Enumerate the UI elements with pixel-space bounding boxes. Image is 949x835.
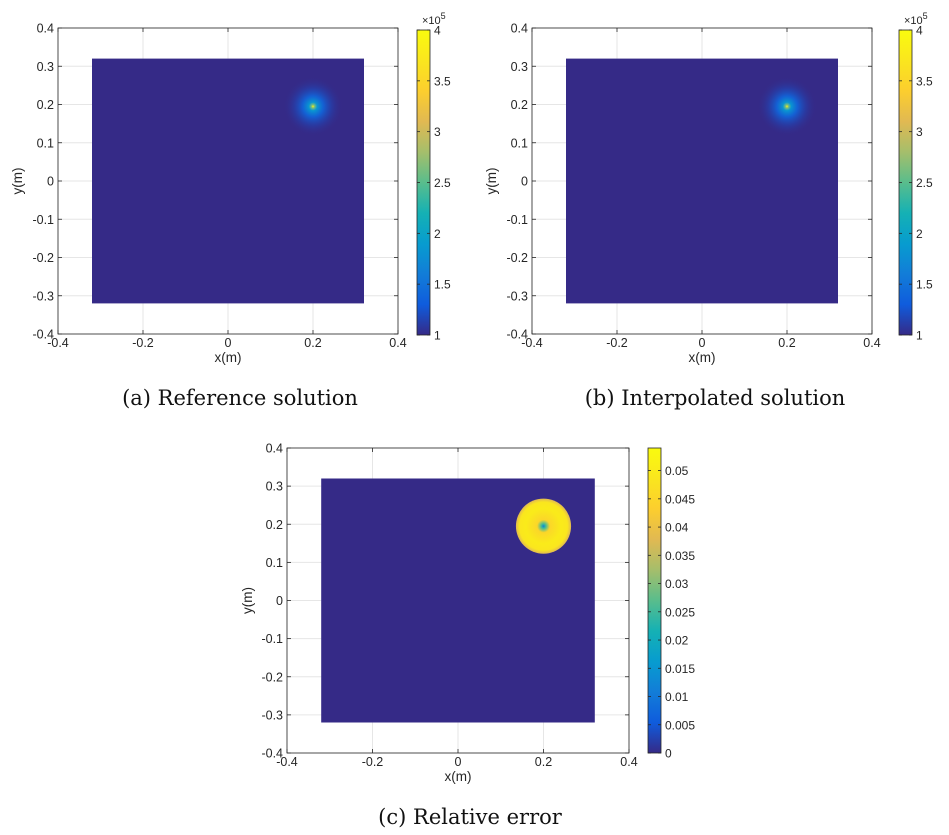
y-tick-label: 0.2 [266, 518, 283, 532]
colorbar-tick-label: 1 [916, 329, 923, 343]
y-tick-label: 0.4 [37, 22, 54, 36]
x-tick-label: -0.2 [132, 336, 154, 350]
x-tick-label: -0.4 [521, 336, 543, 350]
y-axis-label: y(m) [240, 587, 255, 614]
colorbar-tick-label: 1.5 [916, 278, 933, 292]
y-tick-label: -0.3 [506, 289, 528, 303]
caption-tag: (b) [584, 386, 615, 410]
caption-text: Reference solution [157, 386, 358, 410]
y-tick-label: 0 [276, 594, 283, 608]
x-tick-label: 0.2 [535, 755, 552, 769]
colorbar-tick-label: 1.5 [434, 278, 451, 292]
x-axis-label: x(m) [689, 350, 716, 365]
y-tick-label: -0.4 [261, 747, 283, 761]
caption-c: (c) Relative error [290, 805, 650, 829]
y-tick-label: 0.2 [511, 98, 528, 112]
caption-text: Relative error [413, 805, 562, 829]
colorbar-tick-label: 2.5 [434, 176, 451, 190]
y-tick-label: -0.1 [32, 213, 54, 227]
caption-a: (a) Reference solution [60, 386, 420, 410]
colorbar-tick-label: 3.5 [916, 74, 933, 88]
x-axis-label: x(m) [215, 350, 242, 365]
source-feature [757, 76, 817, 137]
colorbar-multiplier: ×105 [904, 11, 928, 27]
y-tick-label: 0 [47, 175, 54, 189]
y-axis-label: y(m) [484, 168, 499, 195]
y-tick-label: 0.4 [511, 22, 528, 36]
y-tick-label: -0.1 [506, 213, 528, 227]
y-tick-label: 0.2 [37, 98, 54, 112]
colorbar-tick-label: 4 [434, 24, 441, 38]
y-tick-label: -0.2 [506, 251, 528, 265]
x-tick-label: 0 [225, 336, 232, 350]
x-tick-label: -0.2 [606, 336, 628, 350]
colorbar-tick-label: 0.035 [665, 549, 695, 563]
colorbar-tick-label: 2.5 [916, 176, 933, 190]
x-tick-label: 0.4 [863, 336, 880, 350]
colorbar-tick-label: 0 [665, 747, 672, 761]
y-tick-label: 0.3 [511, 60, 528, 74]
caption-tag: (a) [122, 386, 151, 410]
y-tick-label: -0.4 [506, 328, 528, 342]
colorbar-tick-label: 0.02 [665, 634, 689, 648]
colorbar-tick-label: 0.005 [665, 718, 695, 732]
y-tick-label: 0 [521, 175, 528, 189]
y-tick-label: 0.3 [37, 60, 54, 74]
caption-tag: (c) [378, 805, 407, 829]
colorbar-multiplier: ×105 [422, 11, 446, 27]
colorbar-tick-label: 0.01 [665, 690, 689, 704]
caption-b: (b) Interpolated solution [525, 386, 905, 410]
colorbar-exponent: 5 [441, 11, 446, 21]
colorbar-tick-label: 3 [916, 125, 923, 139]
colorbar-tick-label: 0.03 [665, 577, 689, 591]
x-tick-label: 0.4 [620, 755, 637, 769]
x-tick-label: -0.4 [47, 336, 69, 350]
caption-text: Interpolated solution [621, 386, 846, 410]
y-axis-label: y(m) [10, 168, 25, 195]
x-tick-label: -0.2 [362, 755, 384, 769]
colorbar-tick-label: 1 [434, 329, 441, 343]
y-tick-label: 0.1 [37, 136, 54, 150]
x-tick-label: -0.4 [276, 755, 298, 769]
source-feature [515, 498, 572, 554]
y-tick-label: -0.4 [32, 328, 54, 342]
y-tick-label: -0.2 [261, 670, 283, 684]
colorbar-tick-label: 3.5 [434, 74, 451, 88]
colorbar-tick-label: 0.045 [665, 492, 695, 506]
colorbar-tick-label: 2 [916, 227, 923, 241]
panel-reference-solution: -0.4 -0.2 0 0.2 0.4 -0.4 -0.3 -0.2 -0.1 0 0.1 0.2 0.… [10, 11, 451, 365]
colorbar [647, 447, 662, 754]
x-tick-label: 0 [699, 336, 706, 350]
colorbar-tick-label: 0.025 [665, 605, 695, 619]
colorbar-exponent: 5 [923, 11, 928, 21]
y-tick-label: 0.4 [266, 442, 283, 456]
panel-relative-error: -0.4 -0.2 0 0.2 0.4 -0.4 -0.3 -0.2 -0.1 0 0.1 0.2 0.… [240, 442, 695, 785]
y-tick-label: -0.1 [261, 632, 283, 646]
x-tick-label: 0 [455, 755, 462, 769]
x-tick-label: 0.4 [389, 336, 406, 350]
x-tick-label: 0.2 [778, 336, 795, 350]
colorbar-tick-label: 2 [434, 227, 441, 241]
y-tick-label: -0.2 [32, 251, 54, 265]
colorbar-tick-label: 0.05 [665, 464, 689, 478]
panel-interpolated-solution: -0.4 -0.2 0 0.2 0.4 -0.4 -0.3 -0.2 -0.1 0 0.1 0.2 0.… [484, 11, 933, 365]
x-axis-label: x(m) [445, 769, 472, 784]
colorbar-tick-label: 3 [434, 125, 441, 139]
colorbar-tick-label: 4 [916, 24, 923, 38]
y-tick-label: -0.3 [261, 708, 283, 722]
colorbar-tick-label: 0.04 [665, 521, 689, 535]
y-tick-label: 0.3 [266, 480, 283, 494]
source-feature [283, 76, 343, 137]
y-tick-label: 0.1 [266, 556, 283, 570]
y-tick-label: 0.1 [511, 136, 528, 150]
y-tick-label: -0.3 [32, 289, 54, 303]
x-tick-label: 0.2 [304, 336, 321, 350]
colorbar-tick-label: 0.015 [665, 662, 695, 676]
